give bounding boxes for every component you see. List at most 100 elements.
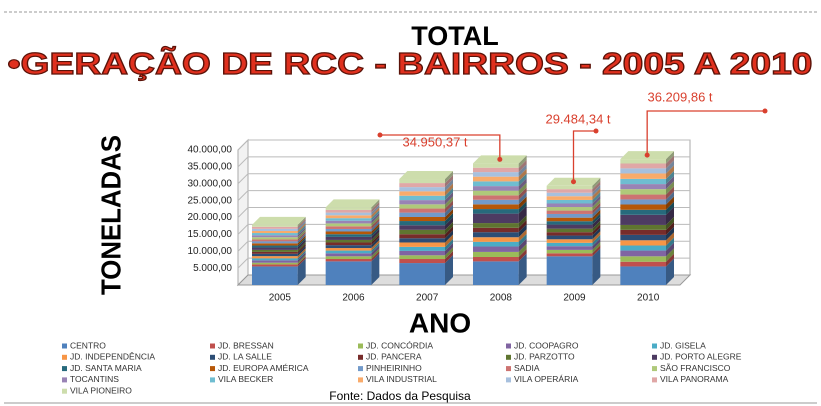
legend-label: JD. BRESSAN xyxy=(218,340,274,350)
bar-side xyxy=(297,223,306,234)
legend-swatch xyxy=(62,388,67,394)
bar-side xyxy=(297,243,306,254)
bar-segment xyxy=(251,251,298,254)
bar-side xyxy=(592,209,601,222)
bar-side xyxy=(518,248,527,262)
bar-side xyxy=(445,238,454,251)
bar-side xyxy=(371,248,380,260)
bar-segment xyxy=(251,245,298,248)
bar-segment xyxy=(325,220,372,224)
annotation-line xyxy=(380,134,501,160)
bar-side xyxy=(371,245,380,257)
bar-segment xyxy=(472,256,519,262)
bar-segment xyxy=(472,232,519,238)
bar-segment xyxy=(325,248,372,251)
bar-segment xyxy=(399,263,446,285)
bar-side xyxy=(297,239,306,250)
annotation: 34.950,37 t xyxy=(402,134,467,149)
bar-segment xyxy=(620,234,667,241)
bar-side xyxy=(518,238,527,252)
bar-side xyxy=(666,237,675,251)
y-tick-label: 30.000,00 xyxy=(188,178,233,189)
bar-segment xyxy=(251,262,298,265)
bar-segment xyxy=(325,253,372,257)
bar-side xyxy=(445,234,454,247)
bar-side xyxy=(666,196,675,210)
bar-side xyxy=(518,173,527,187)
bar-side xyxy=(371,240,380,251)
bar-side xyxy=(592,213,601,225)
bar-segment xyxy=(472,172,519,177)
bar-segment xyxy=(325,242,372,246)
bar-segment xyxy=(620,163,667,169)
bar-side xyxy=(518,155,527,168)
bar-side xyxy=(297,218,306,229)
bar-segment xyxy=(546,256,593,285)
bar-segment xyxy=(251,224,298,227)
legend-swatch xyxy=(210,343,215,349)
bar-side xyxy=(666,253,675,267)
bar-side xyxy=(445,187,454,201)
legend-label: VILA PANORAMA xyxy=(660,374,729,384)
bar-side xyxy=(297,225,306,236)
bar-segment xyxy=(546,232,593,236)
bar-segment xyxy=(325,261,372,285)
legend-swatch xyxy=(210,354,215,360)
legend-label: SADIA xyxy=(514,363,540,373)
bar-segment xyxy=(399,246,446,251)
bar-side xyxy=(445,217,454,230)
x-tick-label: 2009 xyxy=(563,293,586,304)
bar-side xyxy=(518,182,527,196)
bar-side xyxy=(592,184,601,197)
bar-side xyxy=(592,205,601,218)
bar-segment xyxy=(251,233,298,236)
bar-side xyxy=(445,251,454,264)
bar-segment xyxy=(399,179,446,184)
bar-side xyxy=(297,237,306,248)
bar-segment xyxy=(472,251,519,257)
bar-segment xyxy=(546,189,593,193)
legend-swatch xyxy=(506,343,511,349)
bar-segment xyxy=(399,200,446,205)
bar-side xyxy=(297,235,306,246)
bar-side xyxy=(445,221,454,235)
bar-side xyxy=(371,253,380,285)
bar-segment xyxy=(620,240,667,246)
bar-side xyxy=(445,171,454,184)
bar-segment xyxy=(472,246,519,252)
bar-side xyxy=(445,208,454,222)
legend-swatch xyxy=(358,377,363,383)
bar-side xyxy=(592,241,601,254)
chart-subtitle: •GERAÇÃO DE RCC - BAIRROS - 2005 A 2010 xyxy=(8,46,813,81)
bar-segment xyxy=(546,185,593,190)
bar-side xyxy=(666,191,675,205)
bar-segment xyxy=(620,184,667,190)
bar-side xyxy=(445,242,454,256)
bar-side xyxy=(297,229,306,240)
bar-side xyxy=(445,196,454,209)
bar-segment xyxy=(620,224,667,230)
bar-segment xyxy=(251,239,298,242)
bar-segment xyxy=(620,214,667,225)
legend-label: JD. EUROPA AMÉRICA xyxy=(218,363,309,373)
legend-label: VILA BECKER xyxy=(218,374,273,384)
y-tick-label: 35.000,00 xyxy=(188,162,233,173)
bar-side xyxy=(592,248,601,285)
bar-segment xyxy=(546,235,593,240)
bar-side xyxy=(445,247,454,260)
y-tick-label: 20.000,00 xyxy=(188,212,233,223)
bar-segment xyxy=(546,253,593,257)
bar-side xyxy=(518,159,527,173)
bar-side xyxy=(371,228,380,240)
bar-side xyxy=(592,181,601,193)
grid-line xyxy=(237,257,690,269)
legend-swatch xyxy=(210,377,215,383)
bar-segment xyxy=(472,181,519,187)
y-tick-label: 15.000,00 xyxy=(188,229,233,240)
legend-swatch xyxy=(652,354,657,360)
bar-side xyxy=(297,227,306,238)
bar-side xyxy=(445,200,454,213)
legend-label: JD. LA SALLE xyxy=(218,352,272,362)
legend-swatch xyxy=(358,366,363,372)
